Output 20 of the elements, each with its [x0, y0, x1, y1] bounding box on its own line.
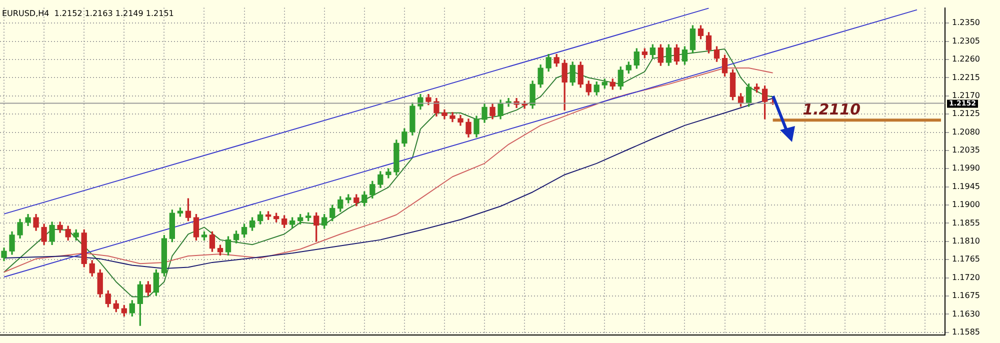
y-tick-label: 1.1945: [952, 182, 980, 191]
y-tick-label: 1.2350: [952, 18, 980, 28]
y-tick-label: 1.1765: [952, 254, 980, 264]
chart-title: EURUSD,H4 1.2152 1.2163 1.2149 1.2151: [2, 8, 174, 18]
y-tick-label: 1.2125: [952, 109, 980, 118]
y-tick-label: 1.1675: [952, 291, 980, 300]
y-tick-label: 1.1585: [952, 327, 980, 336]
y-tick-label: 1.1990: [952, 164, 980, 173]
y-tick-label: 1.1810: [952, 236, 980, 246]
y-tick-label: 1.1900: [952, 200, 980, 210]
y-tick-label: 1.2080: [952, 127, 980, 136]
y-tick-label: 1.2170: [952, 90, 980, 100]
y-tick-label: 1.2035: [952, 146, 980, 155]
y-tick-label: 1.2305: [952, 36, 980, 46]
y-tick-label: 1.2215: [952, 72, 980, 82]
y-tick-label: 1.1630: [952, 309, 980, 318]
annotation: 1.2110: [802, 100, 861, 119]
y-tick-label: 1.2260: [952, 54, 980, 64]
y-tick-label: 1.1855: [952, 218, 980, 228]
y-tick-label: 1.1720: [952, 272, 980, 282]
